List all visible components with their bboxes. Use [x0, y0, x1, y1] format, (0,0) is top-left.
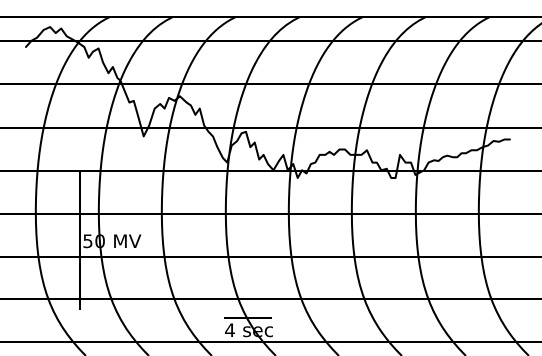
- time-grid-arc-5: [287, 16, 364, 356]
- amplitude-scale-bar: 50 MV: [79, 170, 142, 310]
- time-grid-arc-7: [414, 16, 491, 356]
- amplitude-scale-label: 50 MV: [82, 231, 142, 253]
- horizontal-grid-lines: [0, 16, 542, 343]
- time-grid-arc-1: [34, 16, 111, 356]
- signal-trace: [25, 26, 511, 179]
- time-scale-label: 4 sec: [224, 320, 274, 342]
- time-grid-arc-3: [160, 16, 237, 356]
- time-scale-bar: 4 sec: [224, 317, 274, 342]
- time-grid-arc-2: [97, 16, 174, 356]
- time-grid-arc-6: [350, 16, 427, 356]
- time-grid-arc-8: [477, 22, 542, 356]
